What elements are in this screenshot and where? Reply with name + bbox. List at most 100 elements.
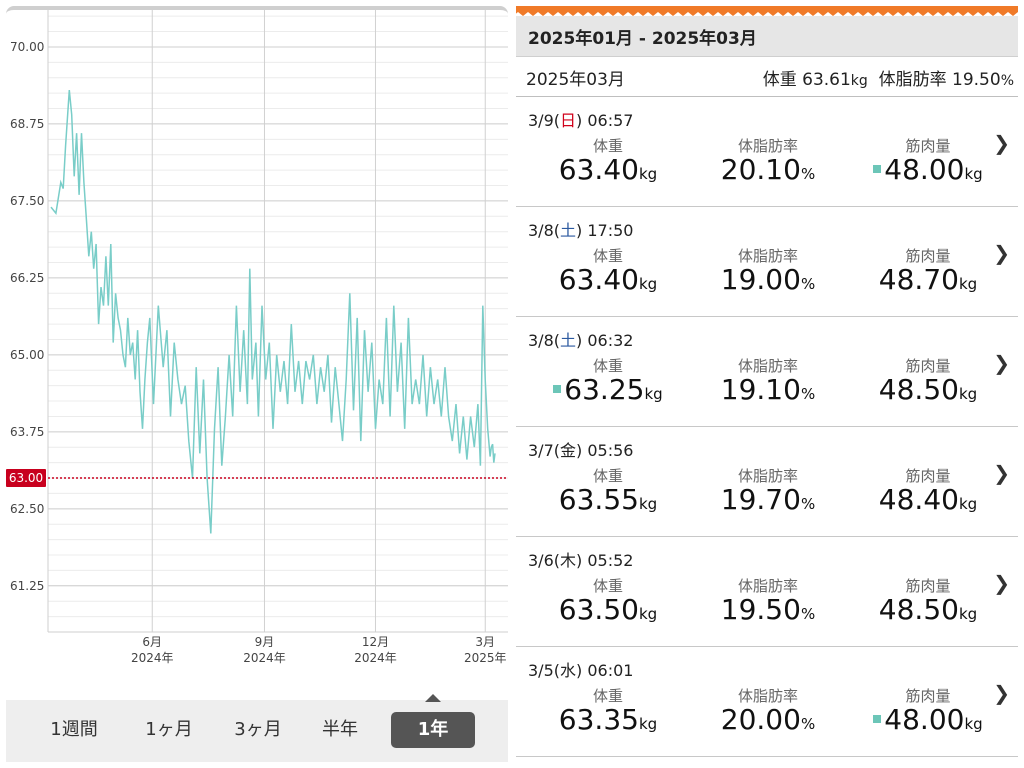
muscle-label: 筋肉量 [905,137,951,155]
muscle-value: 48.50 [878,593,959,626]
month-values: 体重 63.61kg 体脂肪率 19.50% [763,65,1014,90]
weight-metric: 体重 63.35kg [528,685,688,739]
weight-unit: kg [638,165,658,183]
chevron-right-icon[interactable]: ❯ [993,351,1010,375]
record-date: 3/7( [528,441,560,460]
weight-unit: kg [638,605,658,623]
weight-label: 体重 [592,577,623,595]
chevron-right-icon[interactable]: ❯ [993,241,1010,265]
fat-metric: 体脂肪率 20.00% [688,685,848,739]
muscle-label: 筋肉量 [905,467,951,485]
record-weekday: 土 [560,331,577,350]
summary-fat-unit: % [1000,73,1014,89]
fat-value: 20.10 [720,153,801,186]
period-tab-1year[interactable]: 1年 [391,712,475,748]
fat-label: 体脂肪率 [737,577,798,595]
fat-label: 体脂肪率 [737,467,798,485]
month-label: 2025年03月 [526,70,625,90]
month-summary: 2025年03月 体重 63.61kg 体脂肪率 19.50% [516,57,1018,97]
weight-value: 63.55 [558,483,639,516]
record-date: 3/5( [528,661,560,680]
summary-fat-value: 19.50 [952,70,1001,90]
record-row[interactable]: 3/6(木) 05:52 体重 63.50kg 体脂肪率 19.50% 筋肉量 48.… [516,537,1018,647]
fat-unit: % [800,275,816,293]
x-tick-year: 2024年 [354,651,397,665]
range-title: 2025年01月 - 2025年03月 [528,29,757,49]
y-tick-label: 65.00 [10,348,44,362]
muscle-metric: 筋肉量 48.50kg [848,575,1008,629]
record-date: 3/8( [528,331,560,350]
record-row[interactable]: 3/5(水) 06:01 体重 63.35kg 体脂肪率 20.00% 筋肉量 48.… [516,647,1018,757]
weight-label: 体重 [592,467,623,485]
active-period-caret [425,694,441,702]
x-tick-year: 2025年 [464,651,507,665]
x-tick-year: 2024年 [131,651,174,665]
muscle-value: 48.70 [878,263,959,296]
weight-metric: 体重 63.25kg [528,355,688,409]
record-row[interactable]: 3/8(土) 17:50 体重 63.40kg 体脂肪率 19.00% 筋肉量 48.… [516,207,1018,317]
x-tick-month: 6月 [142,635,162,649]
weight-unit: kg [638,275,658,293]
fat-metric: 体脂肪率 20.10% [688,135,848,189]
record-date: 3/8( [528,221,560,240]
y-tick-label: 70.00 [10,40,44,54]
weight-value: 63.40 [558,263,639,296]
y-tick-label: 68.75 [10,117,44,131]
zigzag-shape [516,6,1018,16]
summary-fat-label: 体脂肪率 [878,70,947,90]
chevron-right-icon[interactable]: ❯ [993,131,1010,155]
square-marker-icon [873,165,882,173]
record-row[interactable]: 3/9(日) 06:57 体重 63.40kg 体脂肪率 20.10% 筋肉量 48.… [516,97,1018,207]
muscle-unit: kg [958,385,978,403]
period-tab-1week[interactable]: 1週間 [50,719,98,740]
record-time: ) 05:56 [576,441,634,460]
x-tick-month: 12月 [362,635,389,649]
muscle-label: 筋肉量 [905,577,951,595]
record-time: ) 06:32 [576,331,634,350]
summary-weight-value: 63.61 [802,70,851,90]
summary-weight-label: 体重 [762,70,797,90]
period-tab-1month[interactable]: 1ヶ月 [145,719,193,740]
goal-label: 63.00 [9,471,43,485]
chevron-right-icon[interactable]: ❯ [993,571,1010,595]
fat-value: 19.70 [720,483,801,516]
y-tick-label: 67.50 [10,194,44,208]
square-marker-icon [553,385,562,393]
weight-value: 63.50 [558,593,639,626]
muscle-metric: 筋肉量 48.00kg [848,135,1008,189]
period-tab-3months[interactable]: 3ヶ月 [234,719,282,740]
weight-unit: kg [638,495,658,513]
fat-unit: % [800,715,816,733]
record-datetime: 3/7(金) 05:56 [528,437,633,461]
square-marker-icon [873,715,882,723]
fat-label: 体脂肪率 [737,137,798,155]
chevron-right-icon[interactable]: ❯ [993,681,1010,705]
zigzag-border [516,6,1018,16]
muscle-label: 筋肉量 [905,357,951,375]
record-row[interactable]: 3/8(土) 06:32 体重 63.25kg 体脂肪率 19.10% 筋肉量 48.… [516,317,1018,427]
weight-chart[interactable]: 70.00 68.75 67.50 66.25 65.00 63.75 62.50 61.25… [6,10,508,696]
fat-label: 体脂肪率 [737,687,798,705]
weight-metric: 体重 63.40kg [528,135,688,189]
weight-metric: 体重 63.40kg [528,245,688,299]
weight-metric: 体重 63.55kg [528,465,688,519]
weight-series-line [50,90,496,534]
chevron-right-icon[interactable]: ❯ [993,461,1010,485]
muscle-value: 48.00 [884,703,965,736]
chart-panel: 70.00 68.75 67.50 66.25 65.00 63.75 62.50 61.25… [6,6,508,762]
fat-unit: % [800,385,816,403]
record-row[interactable]: 3/7(金) 05:56 体重 63.55kg 体脂肪率 19.70% 筋肉量 48.… [516,427,1018,537]
muscle-label: 筋肉量 [905,687,951,705]
record-weekday: 水 [560,661,577,680]
fat-value: 20.00 [720,703,801,736]
period-tab-halfyear[interactable]: 半年 [322,719,358,740]
weight-value: 63.25 [564,373,645,406]
y-tick-label: 66.25 [10,271,44,285]
fat-label: 体脂肪率 [737,247,798,265]
period-selector: 1週間 1ヶ月 3ヶ月 半年 1年 [6,700,508,762]
record-datetime: 3/9(日) 06:57 [528,107,633,131]
fat-metric: 体脂肪率 19.00% [688,245,848,299]
fat-value: 19.10 [720,373,801,406]
summary-weight-unit: kg [850,73,868,89]
record-time: ) 06:01 [576,661,634,680]
